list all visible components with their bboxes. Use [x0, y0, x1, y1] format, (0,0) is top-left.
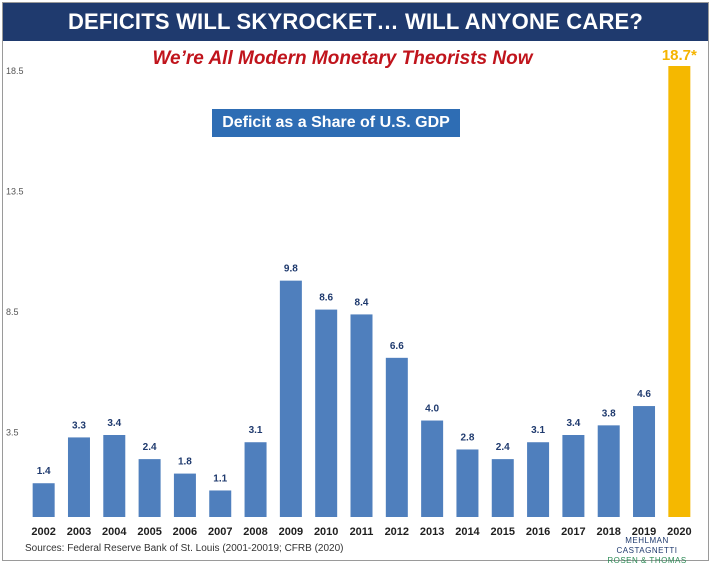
x-tick-label: 2002 — [31, 526, 55, 538]
bar — [597, 425, 620, 517]
bar — [173, 473, 196, 517]
bar — [350, 314, 373, 517]
x-tick-label: 2007 — [208, 526, 232, 538]
data-label: 3.1 — [249, 425, 263, 436]
bar — [103, 435, 126, 517]
page-title: DEFICITS WILL SKYROCKET… WILL ANYONE CAR… — [3, 3, 708, 41]
bar — [562, 435, 585, 517]
data-label: 3.8 — [602, 408, 616, 419]
logo-line-1: MEHLMAN CASTAGNETTI — [616, 536, 678, 555]
x-tick-label: 2019 — [632, 526, 656, 538]
bar-highlight — [668, 66, 691, 517]
x-tick-label: 2004 — [102, 526, 127, 538]
x-tick-label: 2011 — [350, 526, 374, 538]
bar — [456, 449, 479, 517]
data-label: 9.8 — [284, 264, 298, 275]
data-label: 2.4 — [143, 442, 157, 453]
x-tick-label: 2012 — [385, 526, 409, 538]
x-tick-label: 2008 — [243, 526, 267, 538]
data-label: 3.4 — [107, 418, 121, 429]
x-tick-label: 2016 — [526, 526, 550, 538]
bar — [385, 357, 408, 517]
page-subtitle: We’re All Modern Monetary Theorists Now — [152, 48, 533, 69]
data-label: 2.4 — [496, 442, 510, 453]
bar — [491, 459, 514, 517]
data-label: 4.6 — [637, 389, 651, 400]
x-tick-label: 2009 — [279, 526, 303, 538]
data-label: 1.1 — [213, 473, 227, 484]
y-tick-label: 8.5 — [6, 307, 19, 317]
data-label: 18.7* — [662, 47, 697, 64]
logo-line-2: ROSEN & THOMAS — [607, 556, 687, 565]
y-tick-label: 13.5 — [6, 186, 24, 196]
bar — [421, 420, 444, 517]
bar — [527, 442, 550, 517]
x-tick-label: 2005 — [137, 526, 161, 538]
source-note: Sources: Federal Reserve Bank of St. Lou… — [25, 543, 344, 554]
x-tick-label: 2017 — [561, 526, 585, 538]
bar — [32, 483, 55, 517]
bar — [244, 442, 267, 517]
bar — [279, 280, 302, 517]
data-label: 2.8 — [460, 432, 474, 443]
x-tick-label: 2010 — [314, 526, 338, 538]
x-tick-label: 2020 — [667, 526, 691, 538]
x-tick-label: 2013 — [420, 526, 444, 538]
data-label: 3.1 — [531, 425, 545, 436]
data-label: 1.4 — [37, 466, 51, 477]
x-tick-label: 2003 — [67, 526, 91, 538]
data-label: 4.0 — [425, 404, 439, 415]
bar — [67, 437, 90, 517]
data-label: 8.6 — [319, 293, 333, 304]
y-tick-label: 18.5 — [6, 66, 24, 76]
bar — [138, 459, 161, 517]
bar — [315, 309, 338, 517]
company-logo: MEHLMAN CASTAGNETTI ROSEN & THOMAS — [598, 536, 696, 566]
x-tick-label: 2018 — [596, 526, 620, 538]
data-label: 8.4 — [355, 297, 369, 308]
bar — [209, 490, 232, 517]
x-tick-label: 2014 — [455, 526, 480, 538]
x-tick-label: 2015 — [491, 526, 515, 538]
bar — [633, 406, 656, 517]
data-label: 3.3 — [72, 420, 86, 431]
data-label: 1.8 — [178, 457, 192, 468]
data-label: 6.6 — [390, 341, 404, 352]
x-tick-label: 2006 — [173, 526, 197, 538]
y-tick-label: 3.5 — [6, 428, 19, 438]
data-label: 3.4 — [566, 418, 580, 429]
chart-title: Deficit as a Share of U.S. GDP — [212, 109, 460, 137]
